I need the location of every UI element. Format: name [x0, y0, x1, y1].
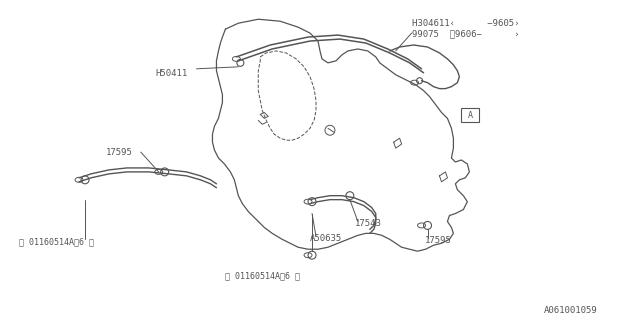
Text: Ⓑ 01160514A（6 ）: Ⓑ 01160514A（6 ） — [19, 237, 94, 246]
Text: 17543: 17543 — [355, 220, 381, 228]
Text: H50411: H50411 — [156, 69, 188, 78]
Text: A50635: A50635 — [310, 234, 342, 243]
Text: A: A — [468, 111, 473, 120]
Text: H304611‹      −9605›
99075  ‸9606−      ›: H304611‹ −9605› 99075 ‸9606− › — [412, 19, 519, 39]
Text: 17595: 17595 — [424, 236, 451, 245]
Text: Ⓑ 01160514A（6 ）: Ⓑ 01160514A（6 ） — [225, 271, 300, 280]
FancyBboxPatch shape — [461, 108, 479, 122]
Text: A061001059: A061001059 — [544, 306, 598, 315]
Text: 17595: 17595 — [106, 148, 133, 157]
